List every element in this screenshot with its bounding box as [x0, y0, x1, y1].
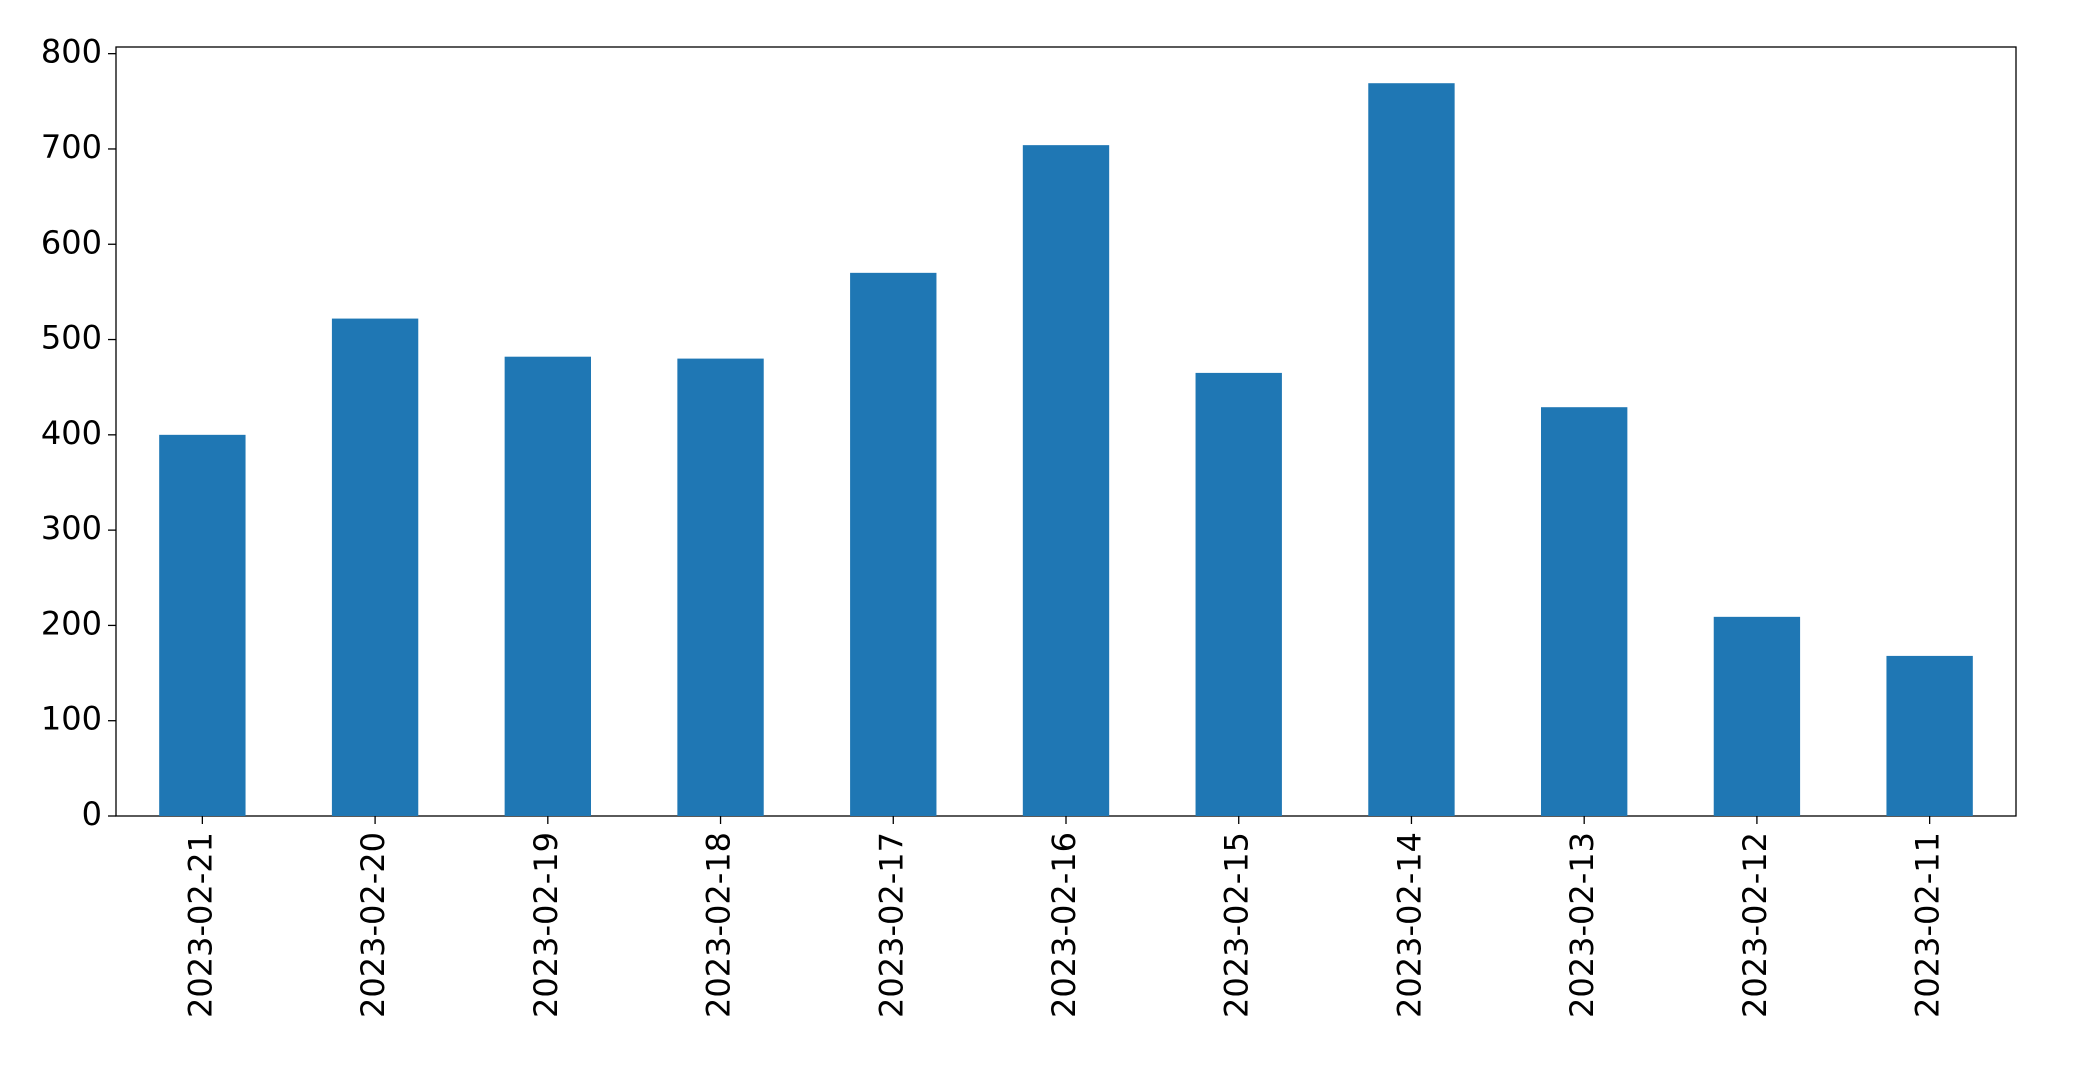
- x-tick-label: 2023-02-14: [1390, 832, 1428, 1018]
- x-tick-label: 2023-02-18: [700, 832, 738, 1018]
- bar: [1541, 407, 1628, 816]
- x-tick-label: 2023-02-20: [354, 832, 392, 1018]
- y-tick-label: 500: [41, 319, 102, 357]
- x-tick-label: 2023-02-19: [527, 832, 565, 1018]
- bar: [159, 434, 246, 816]
- bar: [1022, 145, 1110, 817]
- y-tick-label: 100: [41, 700, 102, 738]
- bar: [1368, 83, 1455, 817]
- y-tick-label: 200: [41, 604, 102, 642]
- x-tick-label: 2023-02-12: [1736, 832, 1774, 1018]
- bar: [850, 272, 937, 816]
- bar: [677, 358, 764, 816]
- bar: [1713, 616, 1801, 816]
- bar: [1195, 372, 1282, 816]
- y-tick-label: 600: [41, 223, 102, 261]
- x-tick-label: 2023-02-21: [181, 832, 219, 1018]
- y-tick-label: 0: [82, 795, 102, 833]
- bar: [331, 318, 419, 816]
- x-tick-label: 2023-02-15: [1218, 832, 1256, 1018]
- bar: [504, 356, 591, 816]
- bar: [1886, 655, 1973, 816]
- y-tick-label: 300: [41, 509, 102, 547]
- x-tick-label: 2023-02-11: [1909, 832, 1947, 1018]
- y-tick-label: 700: [41, 128, 102, 166]
- x-tick-label: 2023-02-16: [1045, 832, 1083, 1018]
- y-tick-label: 800: [41, 33, 102, 71]
- y-tick-label: 400: [41, 414, 102, 452]
- x-tick-label: 2023-02-17: [872, 832, 910, 1018]
- x-tick-label: 2023-02-13: [1563, 832, 1601, 1018]
